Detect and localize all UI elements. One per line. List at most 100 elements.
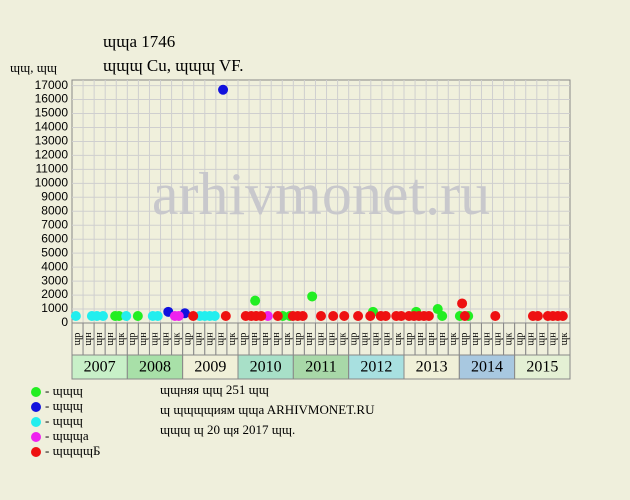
column-label: ɰн xyxy=(548,332,559,346)
year-label: 2011 xyxy=(305,359,336,376)
y-tick-label: 1000 xyxy=(41,301,68,315)
column-label: ɰн xyxy=(382,332,393,346)
point xyxy=(437,311,448,322)
column-label: ɰн xyxy=(205,332,216,346)
y-tick-label: 2000 xyxy=(41,287,68,301)
column-label: ɰн xyxy=(470,332,481,346)
column-label: ɰp xyxy=(72,333,83,346)
point xyxy=(272,311,283,322)
point xyxy=(339,311,350,322)
note: ɰ ɰɰɰɰиям ɰɰa ARHIVMONET.RU xyxy=(160,402,375,417)
chart-subtitle: ɰɰɰ Cu, ɰɰɰ VF. xyxy=(103,56,244,75)
column-label: ɰp xyxy=(514,333,525,346)
year-band xyxy=(126,354,184,380)
legend-marker xyxy=(31,387,41,397)
point xyxy=(307,291,318,302)
y-tick-label: 6000 xyxy=(41,231,68,245)
year-label: 2014 xyxy=(471,359,503,376)
y-tick-label: 4000 xyxy=(41,259,68,273)
point xyxy=(457,298,468,309)
legend-marker xyxy=(31,417,41,427)
column-label: ɰк xyxy=(503,333,514,346)
column-label: ɰp xyxy=(459,333,470,346)
y-tick-label: 7000 xyxy=(41,217,68,231)
column-label: ɰн xyxy=(194,332,205,346)
point xyxy=(188,311,199,322)
legend-marker xyxy=(31,447,41,457)
note: ɰɰɰ ɰ 20 ɰя 2017 ɰɰ. xyxy=(160,422,295,437)
y-tick-label: 13000 xyxy=(35,134,69,148)
point xyxy=(459,311,470,322)
y-tick-label: 8000 xyxy=(41,203,68,217)
column-label: ɰк xyxy=(227,333,238,346)
column-label: ɰн xyxy=(260,332,271,346)
column-label: ɰp xyxy=(238,333,249,346)
point xyxy=(70,311,81,322)
legend-marker xyxy=(31,402,41,412)
column-label: ɰн xyxy=(94,332,105,346)
year-label: 2012 xyxy=(360,359,392,376)
point xyxy=(490,311,501,322)
point xyxy=(396,311,407,322)
column-label: ɰp xyxy=(293,333,304,346)
legend-label: - ɰɰɰa xyxy=(45,428,89,443)
y-tick-label: 15000 xyxy=(35,106,69,120)
point xyxy=(316,311,326,322)
column-label: ɰн xyxy=(216,332,227,346)
point xyxy=(132,311,143,322)
column-label: ɰp xyxy=(404,333,415,346)
column-label: ɰн xyxy=(304,332,315,346)
y-tick-label: 11000 xyxy=(36,162,69,176)
year-label: 2010 xyxy=(250,359,282,376)
y-tick-label: 0 xyxy=(61,315,68,329)
column-label: ɰн xyxy=(105,332,116,346)
column-label: ɰк xyxy=(171,333,182,346)
point xyxy=(365,311,376,322)
legend-label: - ɰɰɰ xyxy=(45,383,83,398)
y-tick-label: 3000 xyxy=(41,273,68,287)
column-label: ɰp xyxy=(182,333,193,346)
column-label: ɰк xyxy=(393,333,404,346)
legend-marker xyxy=(31,432,41,442)
point xyxy=(557,311,568,322)
note: ɰɰняя ɰɰ 251 ɰɰ xyxy=(160,382,269,397)
point xyxy=(209,311,220,322)
column-label: ɰн xyxy=(526,332,537,346)
point xyxy=(173,311,184,322)
column-label: ɰк xyxy=(337,333,348,346)
column-label: ɰн xyxy=(537,332,548,346)
y-tick-label: 16000 xyxy=(35,92,69,106)
point xyxy=(297,311,308,322)
year-label: 2008 xyxy=(139,359,171,376)
year-label: 2007 xyxy=(84,359,116,376)
point xyxy=(97,311,108,322)
y-tick-label: 9000 xyxy=(41,189,68,203)
point xyxy=(250,295,261,306)
point xyxy=(152,311,163,322)
plot-area xyxy=(71,79,571,324)
year-band xyxy=(458,354,516,380)
point xyxy=(532,311,543,322)
point xyxy=(256,311,267,322)
column-label: ɰк xyxy=(559,333,570,346)
point xyxy=(380,311,391,322)
year-band xyxy=(403,354,460,380)
column-label: ɰp xyxy=(127,333,138,346)
column-label: ɰн xyxy=(315,332,326,346)
column-label: ɰн xyxy=(138,332,149,346)
point xyxy=(121,311,132,322)
column-label: ɰн xyxy=(360,332,371,346)
year-label: 2009 xyxy=(194,359,226,376)
column-label: ɰн xyxy=(326,332,337,346)
column-label: ɰн xyxy=(83,332,94,346)
legend-label: - ɰɰɰ xyxy=(45,413,83,428)
column-label: ɰн xyxy=(481,332,492,346)
column-label: ɰн xyxy=(249,332,260,346)
point xyxy=(328,311,339,322)
column-label: ɰн xyxy=(149,332,160,346)
legend-label: - ɰɰɰ xyxy=(45,398,83,413)
column-label: ɰн xyxy=(415,332,426,346)
y-tick-label: 10000 xyxy=(35,176,69,190)
column-label: ɰк xyxy=(448,333,459,346)
